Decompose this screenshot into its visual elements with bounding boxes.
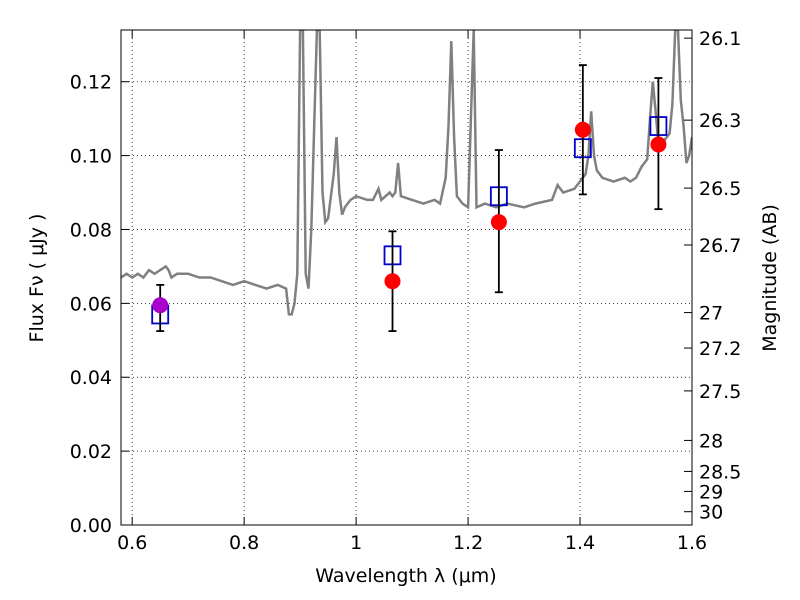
y-tick-label: 0.04 <box>70 367 112 389</box>
measurement-point <box>490 214 507 231</box>
y-tick-label: 0.08 <box>70 219 112 241</box>
x-tick-label: 1 <box>350 532 362 554</box>
x-tick-label: 1.6 <box>677 532 707 554</box>
y-tick-label: 0.12 <box>70 72 112 94</box>
y2-tick-label: 27.2 <box>699 338 741 360</box>
spectrum-line <box>121 30 692 316</box>
plot-frame <box>120 29 693 526</box>
x-axis-ticks: 0.6 0.8 1 1.2 1.4 1.6 <box>117 30 707 554</box>
y2-tick-label: 28.5 <box>699 461 741 483</box>
y-axis-ticks: 0.00 0.02 0.04 0.06 0.08 0.10 0.12 <box>70 72 129 537</box>
measurement-point <box>384 273 401 290</box>
y2-tick-label: 26.7 <box>699 235 741 257</box>
plot-area <box>121 30 692 332</box>
y-tick-label: 0.06 <box>70 293 112 315</box>
y2-tick-label: 30 <box>699 502 723 524</box>
y2-tick-label: 27 <box>699 303 723 325</box>
y-axis-label: Flux Fν ( μJy ) <box>26 214 48 343</box>
y-tick-label: 0.02 <box>70 441 112 463</box>
y2-tick-label: 29 <box>699 481 723 503</box>
y2-tick-label: 28 <box>699 430 723 452</box>
measurement-point <box>574 121 591 138</box>
x-axis-label: Wavelength λ (μm) <box>315 565 496 587</box>
y-tick-label: 0.00 <box>70 515 112 537</box>
y2-axis-label: Magnitude (AB) <box>759 204 781 352</box>
x-tick-label: 0.6 <box>117 532 147 554</box>
y2-tick-label: 27.5 <box>699 381 741 403</box>
y2-tick-label: 26.1 <box>699 28 741 50</box>
measurement-point <box>650 136 667 153</box>
y2-tick-label: 26.3 <box>699 110 741 132</box>
x-tick-label: 1.2 <box>453 532 483 554</box>
y2-tick-label: 26.5 <box>699 178 741 200</box>
x-tick-label: 1.4 <box>565 532 595 554</box>
measurements <box>152 64 667 332</box>
measurement-point <box>152 297 169 314</box>
y-tick-label: 0.10 <box>70 146 112 168</box>
x-tick-label: 0.8 <box>229 532 259 554</box>
